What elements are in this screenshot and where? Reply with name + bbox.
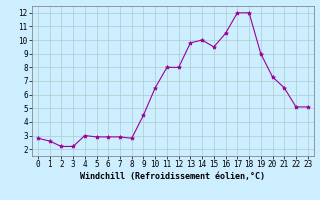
X-axis label: Windchill (Refroidissement éolien,°C): Windchill (Refroidissement éolien,°C)	[80, 172, 265, 181]
